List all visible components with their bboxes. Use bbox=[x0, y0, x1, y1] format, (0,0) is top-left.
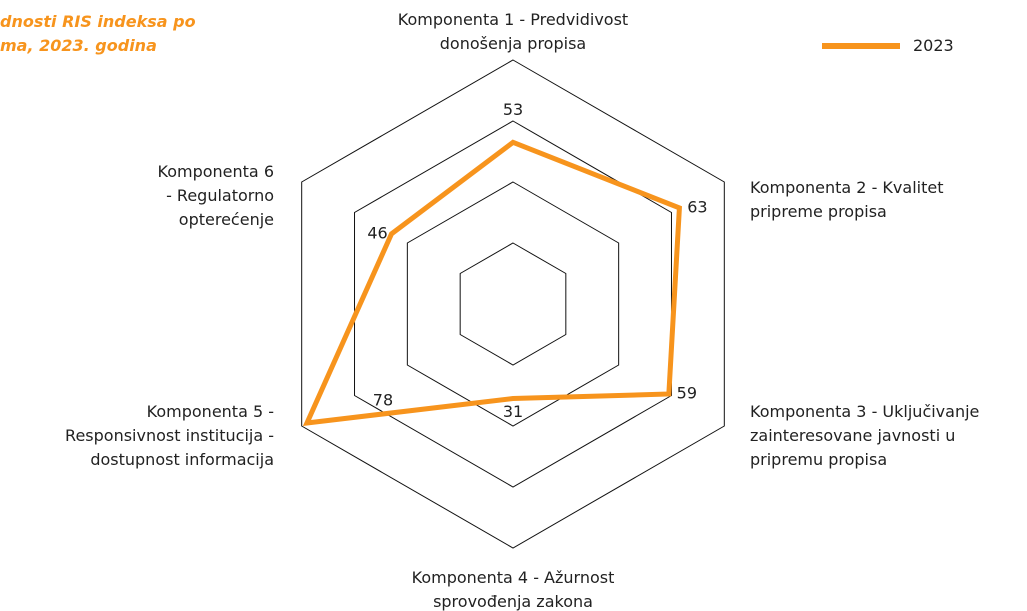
category-label: Komponenta 1 - Predvidivost donošenja pr… bbox=[397, 10, 629, 53]
value-label: 59 bbox=[677, 383, 697, 402]
grid-ring bbox=[406, 181, 620, 427]
category-label: Komponenta 2 - Kvalitet pripreme propisa bbox=[750, 178, 944, 221]
value-label: 63 bbox=[687, 197, 707, 216]
category-label: Komponenta 6 - Regulatorno opterećenje bbox=[157, 162, 274, 229]
category-label: Komponenta 4 - Ažurnost sprovođenja zako… bbox=[411, 568, 615, 611]
value-label: 78 bbox=[373, 390, 393, 409]
category-label: Komponenta 5 - Responsivnost institucija… bbox=[65, 402, 274, 469]
legend-label: 2023 bbox=[913, 36, 954, 55]
series-line bbox=[302, 139, 683, 426]
value-label: 46 bbox=[367, 223, 387, 242]
grid-ring bbox=[301, 59, 725, 549]
category-label: Komponenta 3 - Uključivanje zainteresova… bbox=[750, 402, 980, 469]
grid-ring bbox=[459, 242, 567, 366]
value-label: 31 bbox=[503, 402, 523, 421]
chart-title: dnosti RIS indeksa po ma, 2023. godina bbox=[0, 12, 196, 55]
value-label: 53 bbox=[503, 100, 523, 119]
grid-ring bbox=[354, 120, 672, 488]
